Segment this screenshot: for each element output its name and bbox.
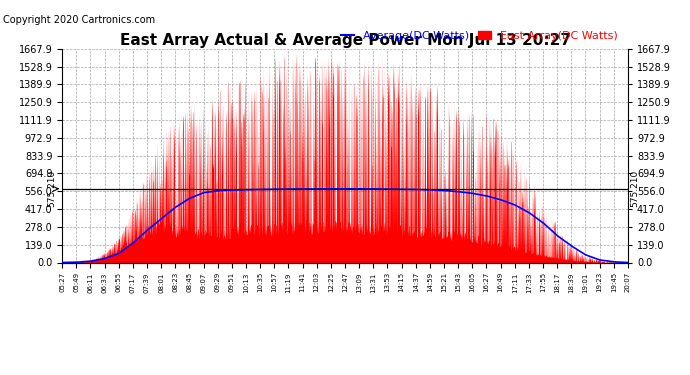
Text: 575.210: 575.210: [48, 170, 57, 207]
Title: East Array Actual & Average Power Mon Jul 13 20:27: East Array Actual & Average Power Mon Ju…: [119, 33, 571, 48]
Legend: Average(DC Watts), East Array(DC Watts): Average(DC Watts), East Array(DC Watts): [336, 27, 622, 45]
Text: Copyright 2020 Cartronics.com: Copyright 2020 Cartronics.com: [3, 15, 155, 25]
Text: 575.210: 575.210: [631, 170, 640, 207]
